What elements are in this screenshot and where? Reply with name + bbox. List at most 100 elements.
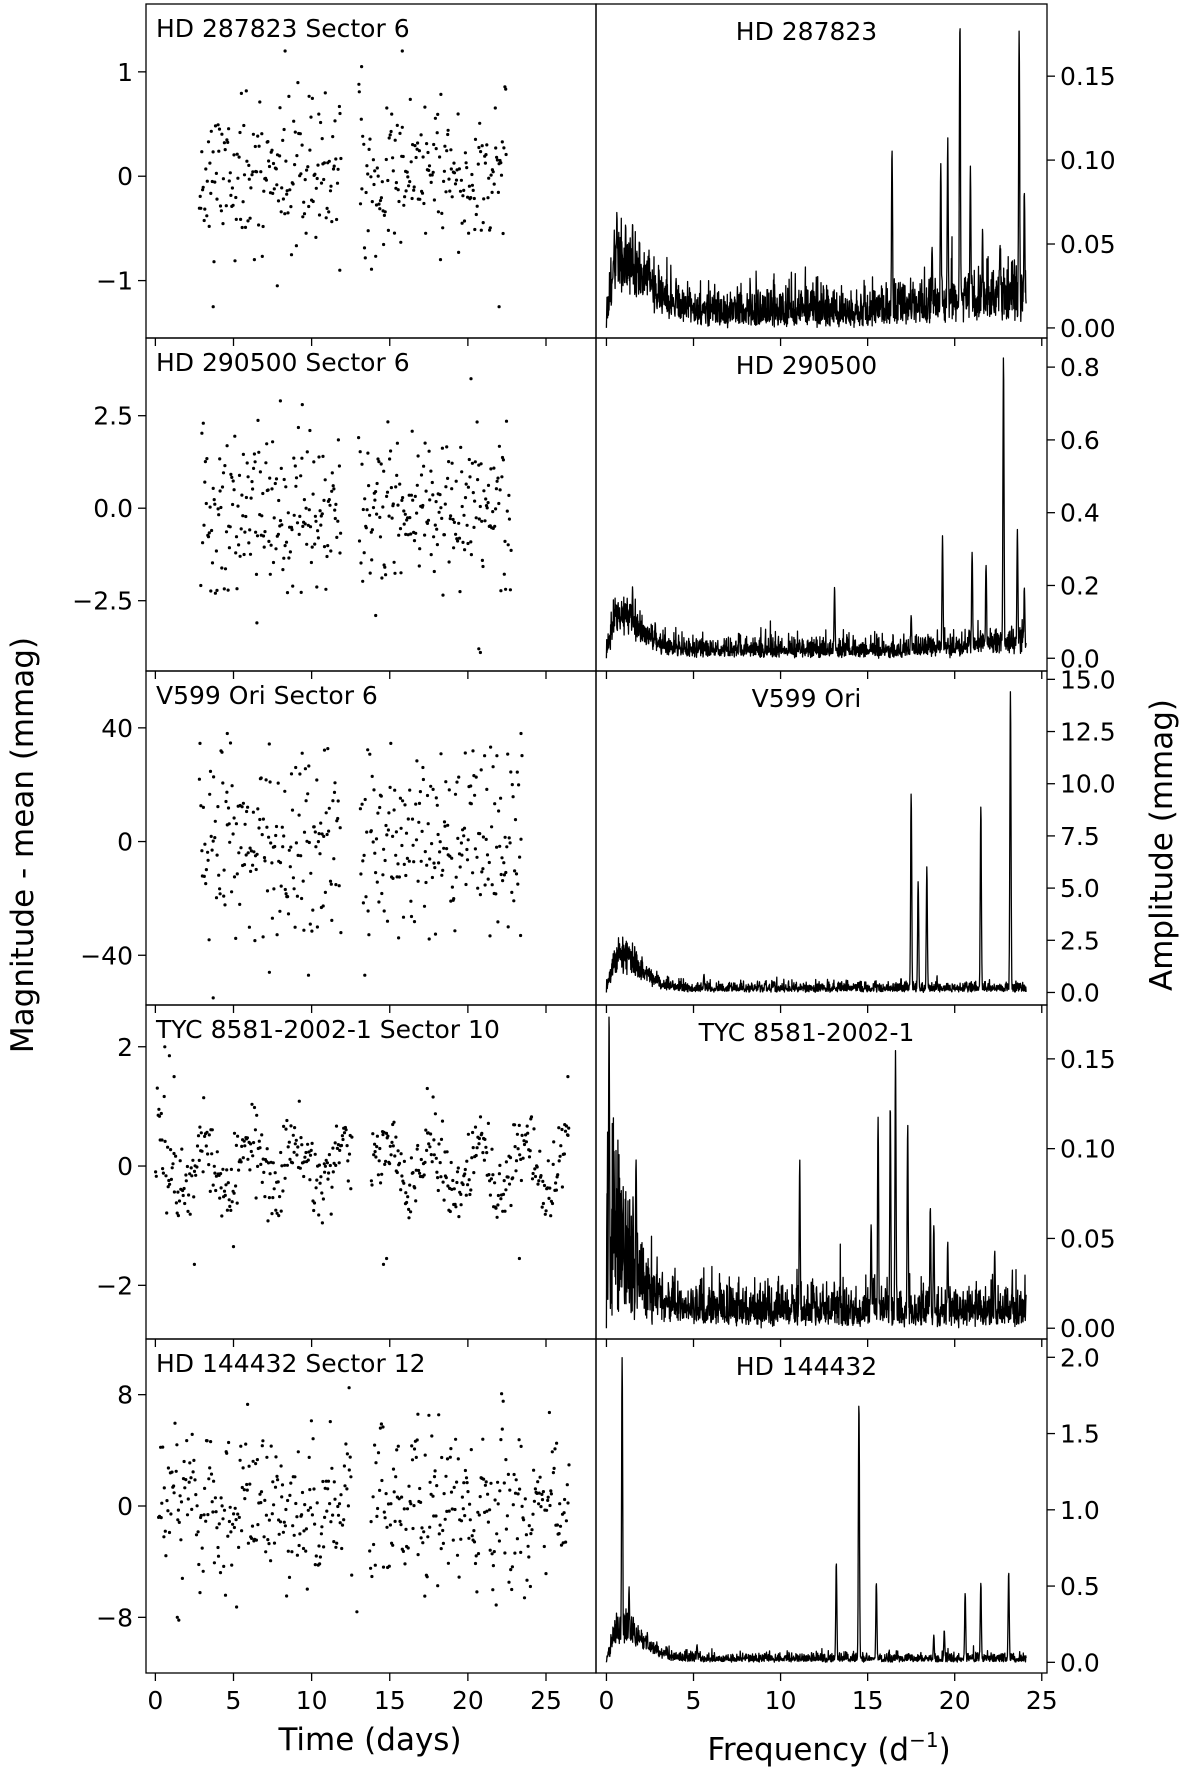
data-point	[161, 1167, 165, 1171]
data-point	[426, 1131, 430, 1135]
data-point	[340, 1134, 344, 1138]
data-point	[513, 1551, 517, 1555]
data-point	[208, 769, 213, 774]
x-tick-label: 5	[686, 1686, 702, 1715]
data-point	[257, 223, 261, 227]
data-point	[166, 1145, 170, 1149]
data-point	[228, 171, 232, 175]
data-point	[367, 147, 371, 151]
data-point	[445, 1509, 449, 1513]
data-point	[397, 533, 401, 537]
data-point	[481, 867, 485, 871]
data-point	[469, 1188, 473, 1192]
data-point	[346, 1504, 350, 1508]
data-point	[324, 1479, 328, 1483]
data-point	[410, 429, 414, 433]
data-point	[286, 1145, 290, 1149]
data-point	[229, 1208, 233, 1212]
data-point	[368, 752, 372, 756]
data-point	[280, 1495, 284, 1499]
data-point	[331, 1513, 335, 1517]
data-point	[201, 185, 205, 189]
data-point	[547, 1410, 552, 1415]
spectrum-frame	[595, 337, 1048, 672]
data-point	[338, 826, 342, 830]
data-point	[358, 202, 363, 206]
data-point	[415, 483, 419, 487]
data-point	[212, 498, 216, 502]
data-point	[218, 892, 222, 896]
data-point	[316, 536, 320, 540]
data-point	[262, 1535, 266, 1539]
data-point	[336, 167, 340, 171]
data-point	[554, 1188, 559, 1192]
data-point	[165, 1211, 169, 1215]
data-point	[407, 1207, 411, 1211]
data-point	[204, 868, 208, 872]
data-point	[456, 1166, 460, 1170]
data-point	[400, 498, 404, 502]
data-point	[438, 1523, 442, 1527]
data-point	[497, 809, 501, 813]
data-point	[539, 1505, 543, 1509]
data-point	[300, 143, 304, 147]
data-point	[254, 1196, 258, 1200]
x-tick-label: 10	[765, 1686, 797, 1715]
data-point	[278, 1520, 283, 1524]
data-point	[403, 803, 407, 807]
lightcurve-title: V599 Ori Sector 6	[156, 681, 378, 710]
data-point	[250, 1524, 255, 1528]
lightcurve-title: HD 287823 Sector 6	[156, 14, 410, 43]
data-point	[250, 173, 254, 177]
data-point	[407, 859, 411, 863]
data-point-outlier	[275, 284, 279, 288]
data-point	[239, 1160, 243, 1164]
data-point	[328, 879, 333, 883]
data-point	[478, 1115, 483, 1119]
data-point	[385, 106, 389, 110]
data-point	[309, 560, 313, 565]
data-point	[284, 540, 289, 544]
data-point	[513, 1145, 517, 1149]
data-point	[519, 933, 523, 938]
data-point	[284, 159, 288, 163]
data-point	[555, 1441, 559, 1445]
data-point	[325, 554, 329, 559]
data-point	[204, 1144, 208, 1148]
data-point	[268, 1172, 272, 1176]
data-point	[335, 217, 339, 222]
data-point	[471, 1146, 475, 1150]
data-point	[305, 1587, 309, 1591]
data-point	[378, 207, 382, 211]
data-point	[522, 1139, 526, 1143]
data-point	[444, 780, 448, 784]
data-point	[274, 833, 278, 838]
data-point	[471, 491, 475, 495]
data-point	[321, 904, 325, 908]
data-point	[269, 543, 273, 547]
data-point	[212, 1164, 216, 1168]
data-point	[314, 1186, 318, 1190]
data-point	[283, 789, 287, 793]
data-point	[404, 1191, 408, 1195]
data-point	[222, 587, 226, 591]
data-point	[292, 887, 296, 891]
data-point	[388, 785, 392, 790]
data-point	[462, 834, 466, 838]
data-point	[290, 808, 295, 812]
data-point	[320, 137, 324, 141]
data-point	[303, 1503, 307, 1507]
data-point	[229, 1530, 233, 1534]
data-point	[271, 440, 275, 444]
data-point	[490, 1552, 494, 1556]
data-point	[176, 1190, 180, 1194]
data-point	[329, 1212, 333, 1216]
data-point	[337, 464, 341, 468]
data-point	[255, 1458, 259, 1462]
data-point	[218, 457, 222, 461]
data-point	[477, 517, 481, 521]
data-point	[341, 1137, 345, 1142]
data-point	[226, 140, 230, 144]
data-point	[488, 934, 492, 938]
data-point	[419, 133, 423, 137]
